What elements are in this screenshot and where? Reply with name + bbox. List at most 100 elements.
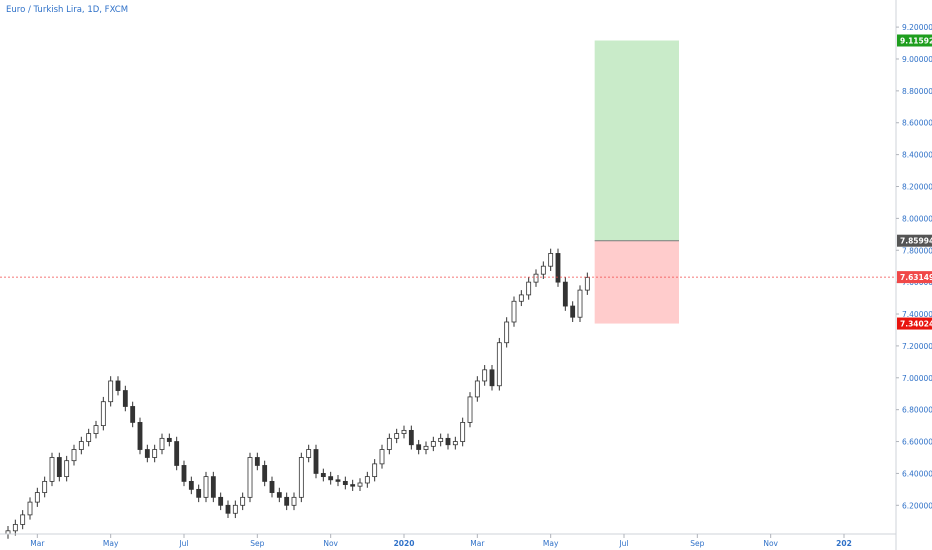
price-tag-label: 7.34024 <box>900 320 932 329</box>
candle-body <box>474 380 480 398</box>
candle-body <box>364 476 370 484</box>
candle-body <box>137 422 143 450</box>
candle-body <box>174 441 180 466</box>
candle-body <box>284 496 290 506</box>
candle-body <box>540 265 546 275</box>
x-tick-label: May <box>543 539 559 548</box>
x-tick-label: May <box>103 539 119 548</box>
candle-body <box>298 457 304 498</box>
x-tick-label: Sep <box>690 539 704 548</box>
candle-body <box>64 460 70 478</box>
price-tag-label: 7.85994 <box>900 237 932 246</box>
candle-body <box>188 480 194 490</box>
candle-body <box>577 289 583 318</box>
candle-body <box>130 406 136 423</box>
candle-body <box>555 253 561 283</box>
chart-title: Euro / Turkish Lira, 1D, FXCM <box>6 5 129 15</box>
candle-body <box>210 476 216 498</box>
price-tag-box <box>897 34 932 47</box>
y-tick-label: 8.80000 <box>902 87 932 96</box>
y-tick-label: 8.60000 <box>902 119 932 128</box>
candle-body <box>467 396 473 423</box>
price-tag-label: 7.63149 <box>900 273 932 282</box>
candle-body <box>27 501 33 516</box>
candle-body <box>430 441 436 447</box>
candle-body <box>328 476 334 481</box>
candle-body <box>269 480 275 493</box>
candle-body <box>78 441 84 450</box>
candle-body <box>12 524 18 532</box>
position-zones[interactable] <box>594 40 679 324</box>
price-tags: 9.11592 7.85994 7.63149 7.34024 <box>897 34 932 330</box>
candle-body <box>218 496 224 506</box>
candle-body <box>225 504 231 514</box>
y-tick-label: 8.20000 <box>902 183 932 192</box>
candle-body <box>548 253 554 267</box>
candle-body <box>496 342 502 387</box>
y-tick-label: 6.40000 <box>902 469 932 478</box>
y-tick-label: 7.00000 <box>902 374 932 383</box>
y-tick-label: 7.40000 <box>902 310 932 319</box>
candle-body <box>401 429 407 434</box>
candle-body <box>232 504 238 514</box>
candle-body <box>379 449 385 465</box>
candle-body <box>313 449 319 474</box>
time-axis[interactable]: Mar May Jul Sep Nov 2020 Mar May Jul Sep Nov 202 <box>30 534 852 548</box>
candle-body <box>122 390 128 407</box>
price-tag-label: 9.11592 <box>900 37 932 46</box>
candle-body <box>20 514 26 525</box>
x-tick-label: Mar <box>30 539 45 548</box>
price-tag-box <box>897 317 932 330</box>
candle-body <box>203 476 209 498</box>
y-tick-label: 6.80000 <box>902 406 932 415</box>
candle-body <box>438 437 444 442</box>
candle-body <box>445 437 451 446</box>
candle-body <box>166 437 172 442</box>
candle-body <box>254 457 260 466</box>
candlestick-series <box>5 248 590 539</box>
candle-body <box>100 401 106 427</box>
candle-body <box>342 480 348 485</box>
x-tick-label: Nov <box>763 539 778 548</box>
price-tag-box <box>897 234 932 247</box>
x-tick-label: Jul <box>178 539 188 548</box>
x-tick-label: Jul <box>618 539 628 548</box>
candle-body <box>247 457 253 498</box>
y-tick-label: 6.60000 <box>902 438 932 447</box>
candle-body <box>196 488 202 498</box>
y-tick-label: 6.20000 <box>902 501 932 510</box>
candle-body <box>526 281 532 296</box>
y-tick-label: 8.40000 <box>902 151 932 160</box>
candle-body <box>152 449 158 458</box>
candle-body <box>262 465 268 482</box>
candle-body <box>394 433 400 439</box>
candle-body <box>159 437 165 450</box>
candle-body <box>42 480 48 493</box>
x-tick-label: Sep <box>250 539 264 548</box>
y-tick-label: 7.20000 <box>902 342 932 351</box>
loss-zone <box>594 240 679 324</box>
candle-body <box>291 496 297 506</box>
candle-body <box>504 321 510 344</box>
y-tick-label: 9.20000 <box>902 23 932 32</box>
candle-body <box>533 273 539 283</box>
candle-body <box>460 422 466 442</box>
candle-body <box>276 492 282 498</box>
candle-body <box>56 457 62 478</box>
x-tick-label: Mar <box>470 539 485 548</box>
candle-body <box>71 449 77 462</box>
candle-body <box>320 473 326 478</box>
candle-body <box>570 305 576 318</box>
candle-body <box>181 465 187 482</box>
x-tick-label: 2020 <box>394 539 415 548</box>
candle-body <box>408 429 414 446</box>
candle-body <box>93 425 99 434</box>
y-tick-label: 8.00000 <box>902 214 932 223</box>
profit-zone <box>594 40 679 241</box>
x-tick-label: Nov <box>323 539 338 548</box>
x-tick-label: 202 <box>836 539 852 548</box>
candle-body <box>350 484 356 487</box>
candle-body <box>108 380 114 403</box>
candle-body <box>144 449 150 458</box>
